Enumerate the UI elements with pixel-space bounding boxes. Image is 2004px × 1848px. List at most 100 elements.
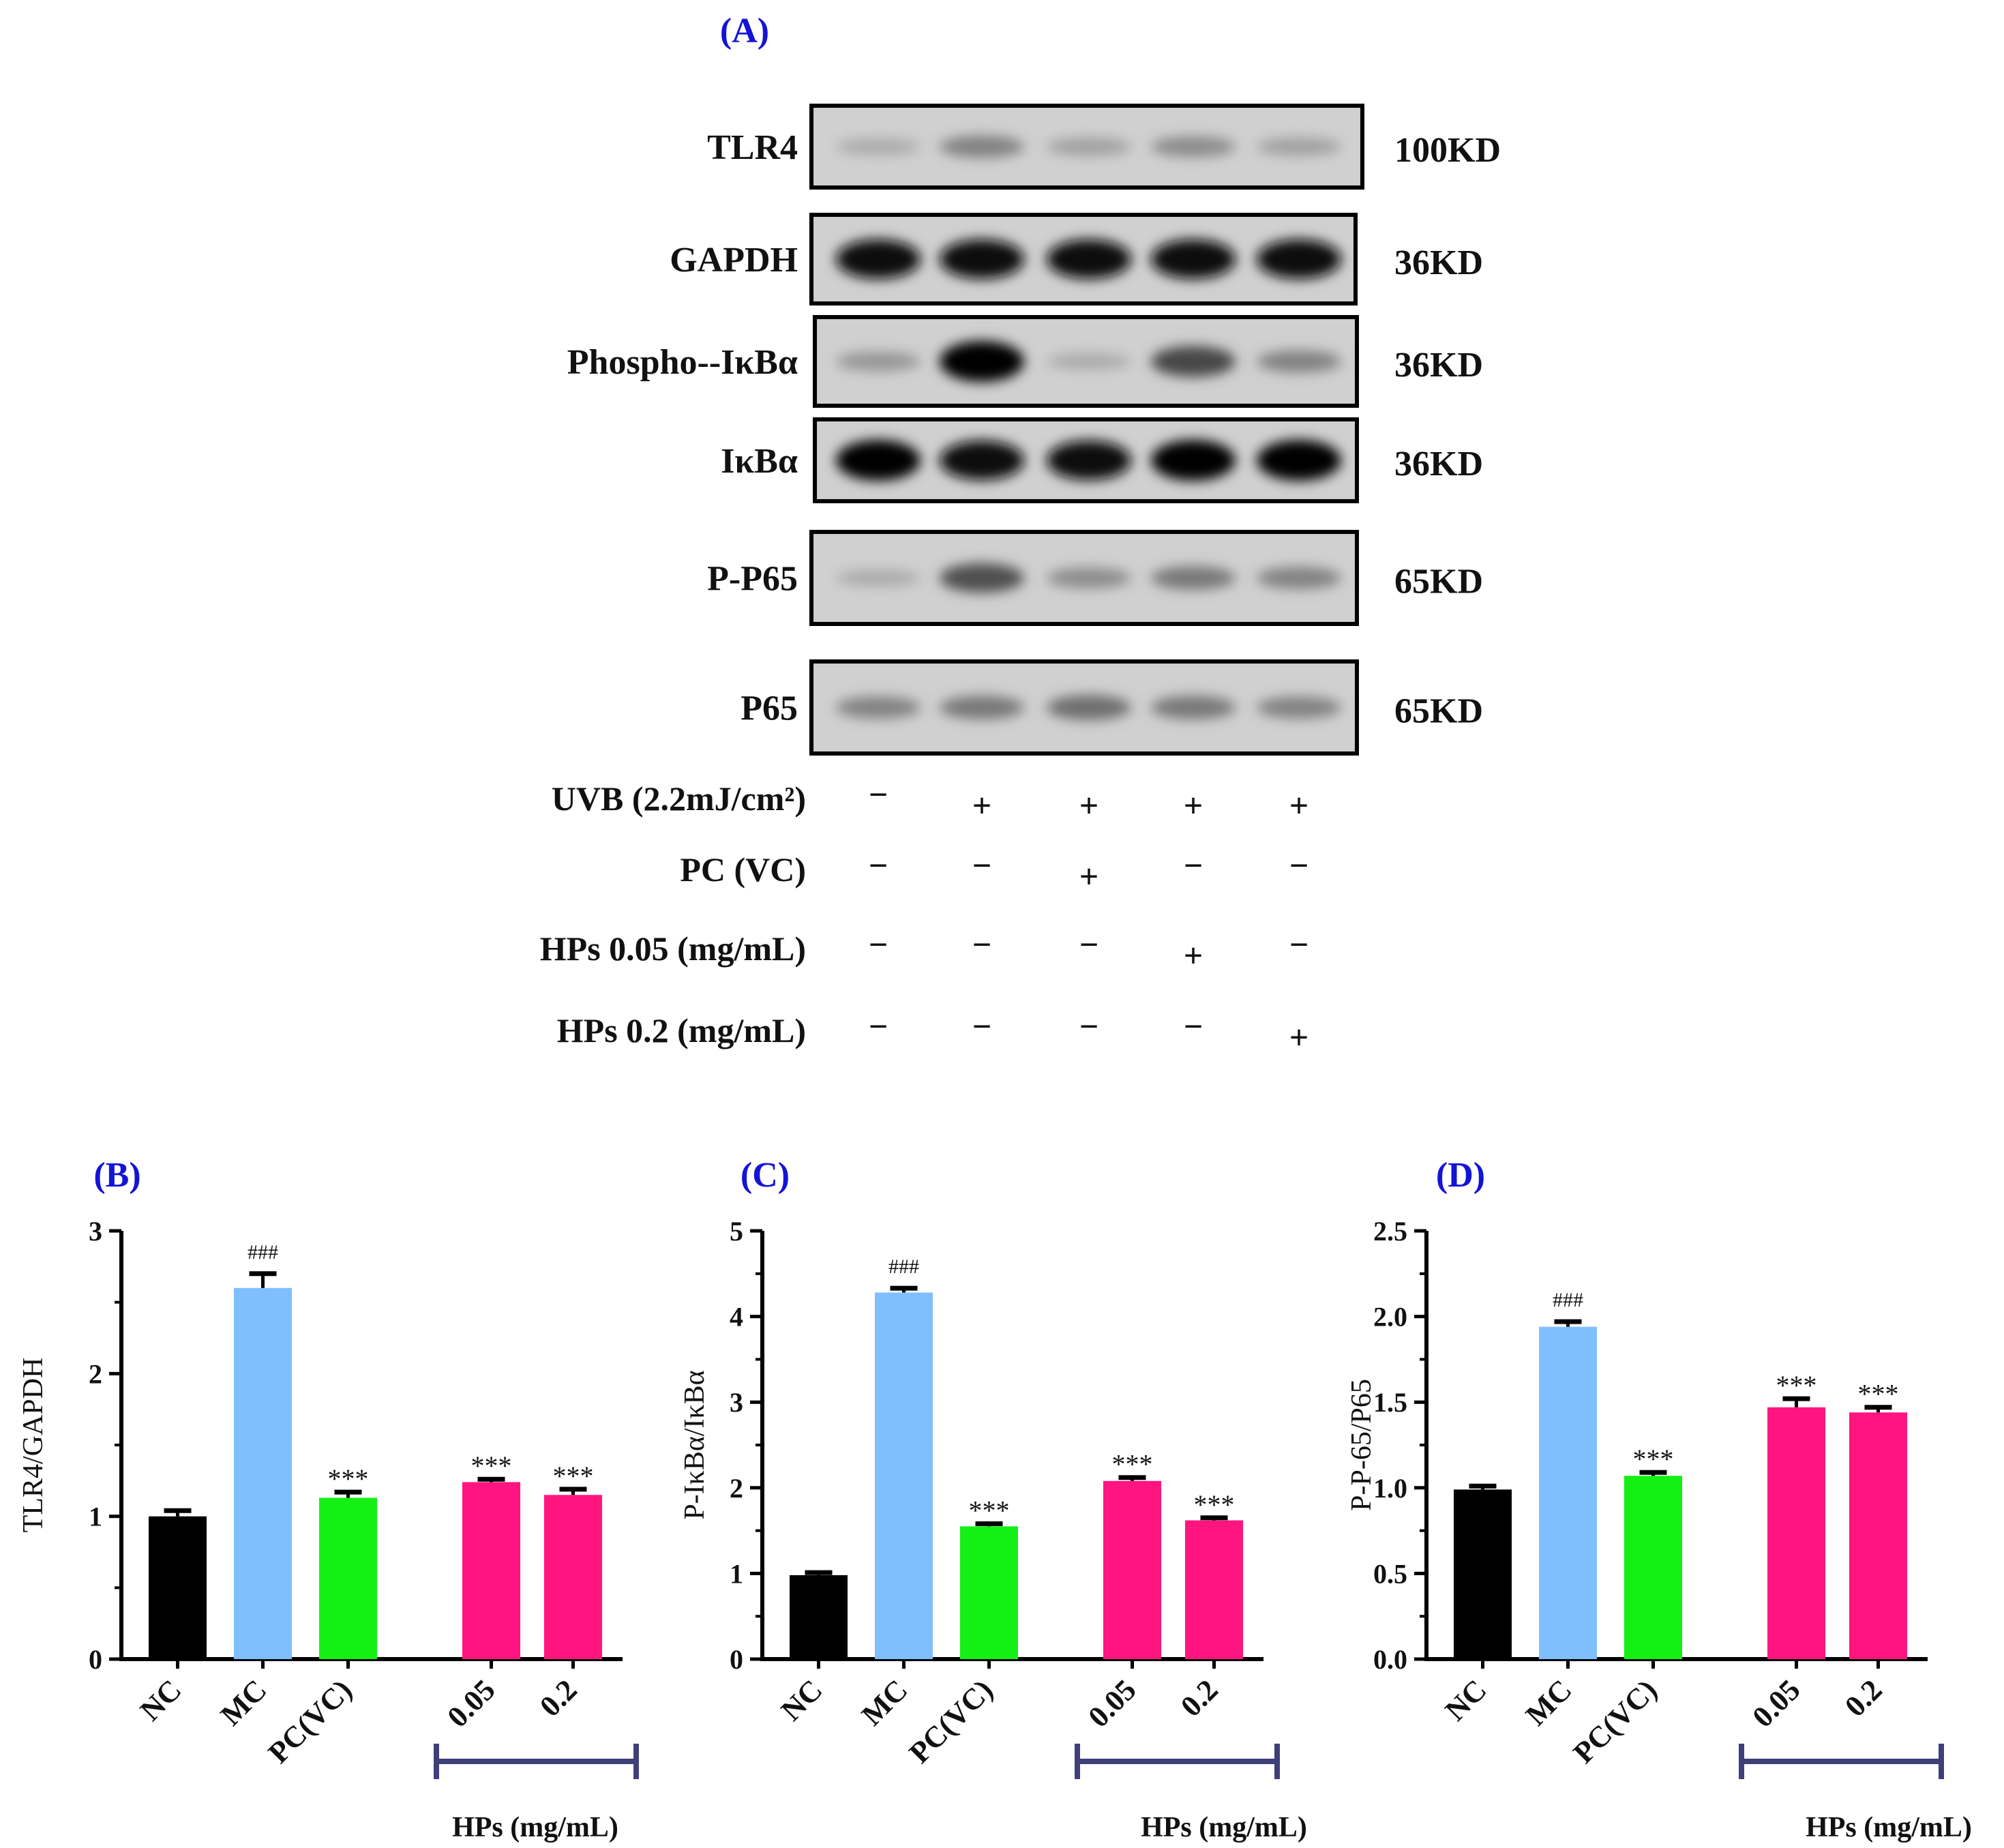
blot-row-5: P-P65 65KD	[707, 530, 1483, 626]
y-tick-label: 1	[730, 1558, 743, 1589]
minus-sign: −	[972, 846, 992, 884]
x-tick-label: PC(VC)	[262, 1673, 359, 1770]
blot-kd-label: 36KD	[1394, 243, 1483, 282]
blot-band	[1257, 239, 1341, 279]
bar-0-2	[1849, 1412, 1907, 1659]
blot-label: P65	[741, 689, 798, 728]
minus-sign: −	[972, 925, 992, 964]
plus-sign: +	[1079, 786, 1099, 824]
condition-row-2: PC (VC) − − + − −	[680, 846, 1308, 895]
blot-band	[1151, 239, 1236, 279]
group-label: HPs (mg/mL)	[1141, 1812, 1307, 1843]
star-significance-label: ***	[1633, 1444, 1674, 1474]
panel-a-label: (A)	[720, 12, 769, 50]
y-tick-label: 2.0	[1373, 1302, 1407, 1332]
y-tick-label: 0	[730, 1644, 743, 1675]
blot-band	[940, 441, 1024, 480]
minus-sign: −	[972, 1007, 992, 1045]
star-significance-label: ***	[1776, 1370, 1817, 1401]
y-tick-label: 1.0	[1373, 1473, 1407, 1504]
x-tick-label: MC	[1519, 1673, 1578, 1731]
blot-band	[1151, 440, 1236, 481]
chart-panel-label: (B)	[93, 1156, 140, 1195]
blot-row-6: P65 65KD	[741, 659, 1483, 756]
star-significance-label: ***	[328, 1463, 369, 1494]
y-tick-label: 4	[730, 1302, 743, 1332]
bar-0-05	[1767, 1407, 1825, 1659]
blot-kd-label: 65KD	[1394, 692, 1483, 731]
minus-sign: −	[869, 1007, 888, 1045]
plus-sign: +	[1184, 936, 1203, 974]
blot-band	[1257, 137, 1341, 156]
x-tick-label: NC	[1439, 1673, 1493, 1727]
blot-label: IκBα	[721, 442, 798, 481]
blot-band	[836, 138, 921, 155]
blot-band	[940, 563, 1024, 593]
y-tick-label: 3	[89, 1216, 102, 1247]
bar-mc	[875, 1292, 933, 1659]
chart-d: (D) 0.0 0.5 1.0 1.5 2.0 2.5 P-P-65/P65 NC ### MC **…	[1346, 1156, 1972, 1843]
bar-0-05	[1103, 1480, 1161, 1659]
condition-label: UVB (2.2mJ/cm²)	[552, 779, 806, 818]
blot-band	[1151, 136, 1236, 158]
star-significance-label: ***	[1858, 1379, 1899, 1410]
condition-row-1: UVB (2.2mJ/cm²) − + + + +	[552, 775, 1309, 824]
group-label: HPs (mg/mL)	[1806, 1812, 1972, 1843]
blot-band	[1151, 566, 1236, 590]
plus-sign: +	[972, 786, 992, 824]
bar-0-2	[544, 1495, 602, 1659]
y-tick-label: 0.0	[1373, 1644, 1407, 1675]
blot-band	[940, 135, 1024, 158]
bar-pc-vc-	[319, 1497, 377, 1659]
blot-band	[1047, 567, 1131, 588]
x-tick-label: 0.2	[1174, 1673, 1225, 1723]
blot-band	[1151, 696, 1236, 719]
blot-band	[836, 440, 921, 481]
y-tick-label: 2	[730, 1473, 743, 1504]
bar-pc-vc-	[960, 1526, 1018, 1659]
x-tick-label: NC	[134, 1673, 188, 1727]
condition-label: HPs 0.05 (mg/mL)	[540, 929, 806, 968]
blot-band	[1257, 350, 1341, 373]
blot-band	[1047, 239, 1131, 279]
blot-row-2: GAPDH 36KD	[670, 213, 1483, 305]
chart-c: (C) 0 1 2 3 4 5 P-IκBα/IκBα NC ### MC *** PC(VC) *** 0…	[679, 1156, 1307, 1843]
chart-panel-label: (D)	[1436, 1156, 1485, 1195]
x-tick-label: NC	[775, 1673, 829, 1727]
blot-band	[836, 351, 921, 372]
blot-label: Phospho--IκBα	[567, 343, 798, 382]
x-tick-label: 0.05	[1746, 1673, 1806, 1733]
star-significance-label: ***	[969, 1495, 1010, 1526]
star-significance-label: ***	[553, 1461, 594, 1491]
y-tick-label: 3	[730, 1387, 743, 1418]
y-tick-label: 5	[730, 1216, 743, 1247]
y-axis-label: P-IκBα/IκBα	[679, 1370, 711, 1519]
blot-band	[1257, 567, 1341, 589]
bar-0-05	[462, 1482, 520, 1659]
condition-row-4: HPs 0.2 (mg/mL) − − − − +	[557, 1007, 1308, 1056]
blot-band	[836, 569, 921, 586]
star-significance-label: ***	[471, 1450, 512, 1481]
bar-nc	[149, 1516, 207, 1659]
hash-significance-label: ###	[248, 1241, 278, 1264]
y-tick-label: 0	[89, 1644, 102, 1675]
y-tick-label: 1	[89, 1502, 102, 1532]
bar-mc	[1539, 1326, 1597, 1659]
y-tick-label: 1.5	[1373, 1387, 1407, 1418]
blot-kd-label: 36KD	[1394, 445, 1483, 483]
blot-band	[940, 239, 1024, 279]
condition-row-3: HPs 0.05 (mg/mL) − − − + −	[540, 925, 1308, 974]
blot-kd-label: 36KD	[1394, 346, 1483, 385]
minus-sign: −	[869, 846, 888, 884]
star-significance-label: ***	[1112, 1449, 1153, 1480]
blot-kd-label: 100KD	[1394, 131, 1501, 170]
bar-pc-vc-	[1624, 1476, 1682, 1659]
x-tick-label: MC	[855, 1673, 914, 1731]
x-tick-label: 0.2	[533, 1673, 584, 1723]
blot-band	[940, 341, 1024, 382]
blot-band	[1257, 440, 1341, 481]
bar-0-2	[1185, 1520, 1243, 1659]
bar-mc	[234, 1287, 292, 1659]
hash-significance-label: ###	[1553, 1289, 1583, 1311]
blot-label: GAPDH	[670, 241, 798, 280]
